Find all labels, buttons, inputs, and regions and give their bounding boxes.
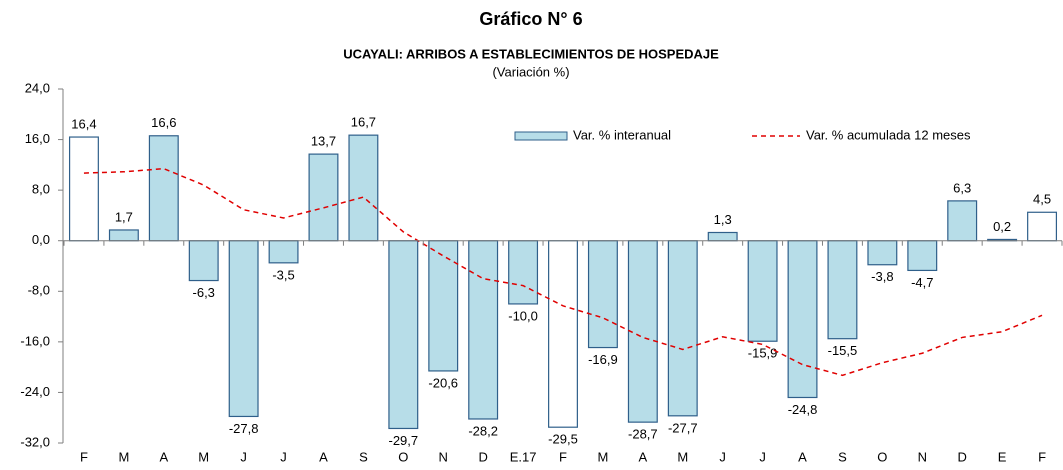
bar [707,231,738,242]
value-label: -27,8 [229,421,259,436]
value-label: -20,6 [428,375,458,390]
x-tick-label: E [998,449,1007,464]
bar [508,240,539,305]
bar [268,240,299,264]
x-tick-label: M [597,449,608,464]
unit-note: (Variación %) [492,64,569,79]
x-tick-label: J [240,449,247,464]
bar [148,135,179,242]
bar [68,136,99,242]
y-tick-label: -8,0 [28,283,50,298]
y-tick-label: -16,0 [20,333,50,348]
x-tick-label: A [639,449,648,464]
x-tick-label: M [198,449,209,464]
value-label: -6,3 [193,285,215,300]
value-label: -28,7 [628,427,658,442]
x-tick-label: E.17 [510,449,537,464]
value-label: -28,2 [468,423,498,438]
value-label: -3,5 [272,267,294,282]
bar [827,240,858,340]
x-tick-label: M [118,449,129,464]
legend-label: Var. % acumulada 12 meses [806,127,971,142]
value-label: -15,5 [828,343,858,358]
y-tick-label: 0,0 [32,232,50,247]
x-tick-label: D [958,449,967,464]
bar [867,240,898,266]
value-label: 1,3 [714,212,732,227]
value-label: 16,7 [351,115,376,130]
bar [428,240,459,372]
x-tick-label: F [80,449,88,464]
value-label: 16,4 [71,116,96,131]
x-tick-label: F [559,449,567,464]
x-tick-label: A [159,449,168,464]
bar [747,240,778,342]
x-tick-label: S [838,449,847,464]
y-tick-label: 16,0 [25,131,50,146]
bar [667,240,698,417]
value-label: -4,7 [911,275,933,290]
bar [548,240,578,428]
x-tick-label: F [1038,449,1046,464]
bar [388,240,419,430]
bar [348,134,379,242]
legend-label: Var. % interanual [573,127,671,142]
bar [627,240,658,423]
x-tick-label: N [439,449,448,464]
bar [587,240,618,349]
y-tick-label: 24,0 [25,80,50,95]
line [83,167,1043,377]
x-tick-label: O [877,449,887,464]
value-label: 4,5 [1033,192,1051,207]
bar [787,240,818,399]
value-label: -16,9 [588,352,618,367]
value-label: 0,2 [993,219,1011,234]
value-label: 13,7 [311,134,336,149]
x-tick-label: A [798,449,807,464]
x-tick-label: J [759,449,766,464]
bar [1027,211,1058,242]
x-tick-label: O [398,449,408,464]
legend-swatch [514,131,568,141]
bar [308,153,339,242]
value-label: -29,7 [388,433,418,448]
x-tick-label: M [677,449,688,464]
y-tick-label: -32,0 [20,434,50,449]
chart-title: Gráfico N° 6 [479,9,582,29]
value-label: -10,0 [508,308,538,323]
x-tick-label: J [719,449,726,464]
x-tick-label: D [478,449,487,464]
bar [188,240,219,282]
x-tick-label: S [359,449,368,464]
y-tick-label: 8,0 [32,182,50,197]
value-label: 16,6 [151,115,176,130]
value-label: -24,8 [788,402,818,417]
x-tick-label: A [319,449,328,464]
value-label: 6,3 [953,180,971,195]
x-tick-label: J [280,449,287,464]
value-label: 1,7 [115,209,133,224]
chart-subtitle: UCAYALI: ARRIBOS A ESTABLECIMIENTOS DE H… [343,46,719,61]
bar [468,240,499,420]
x-tick-label: N [918,449,927,464]
bar [947,200,978,242]
value-label: -3,8 [871,269,893,284]
bar [228,240,259,418]
y-tick-label: -24,0 [20,384,50,399]
value-label: -27,7 [668,420,698,435]
bar [907,240,938,272]
bar [108,229,139,242]
value-label: -15,9 [748,346,778,361]
value-label: -29,5 [548,432,578,447]
